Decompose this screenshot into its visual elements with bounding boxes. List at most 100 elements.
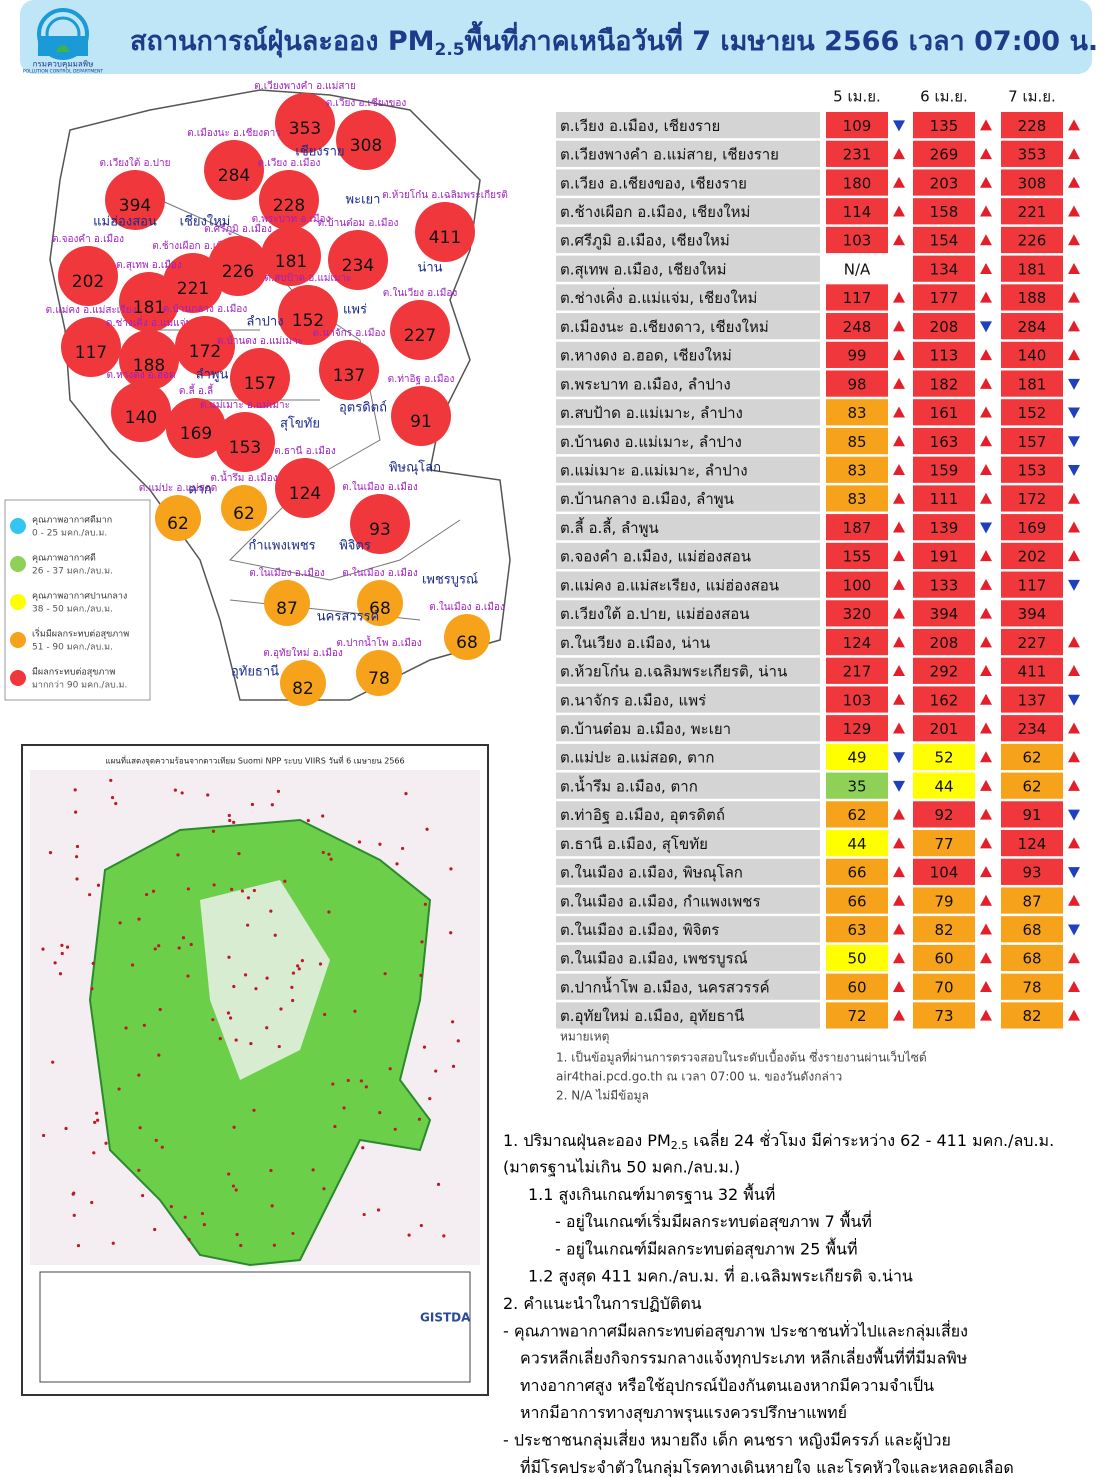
station-name: ต.น้ำรึม อ.เมือง, ตาก [560,775,698,795]
hotspot [151,889,156,893]
hotspot [450,1020,455,1024]
marker-value: 226 [222,262,254,282]
trend-down [893,780,905,792]
province-name: นครสวรรค์ [317,609,379,625]
value-cell [826,743,888,771]
province-name: พิษณุโลก [389,460,441,476]
station-name: ต.เวียงใต้ อ.ปาย, แม่ฮ่องสอน [560,605,750,623]
summary-line: 1.2 สูงสุด 411 มคก./ลบ.ม. ที่ อ.เฉลิมพระ… [528,1265,913,1287]
hotspot [342,1106,346,1110]
hotspot [234,1038,238,1042]
trend-up [980,550,992,562]
pm-marker [391,386,451,446]
value: 83 [847,404,866,422]
trend-down [1068,436,1080,448]
trend-down [893,120,905,132]
trend-down [1068,465,1080,476]
hotspot [323,1012,327,1017]
value: 35 [847,777,866,795]
trend-up [980,894,992,906]
station-cell [556,226,820,254]
station-name: ต.ช้างเผือก อ.เมือง, เชียงใหม่ [560,203,750,221]
value: 153 [1018,462,1047,480]
station-name: ต.ธานี อ.เมือง, สุโขทัย [560,835,708,854]
trend-up [980,262,992,274]
pm-marker [350,494,410,554]
hotspot [228,818,232,823]
hotspot [237,851,241,856]
hotspot [400,846,405,851]
trend-up [893,578,905,590]
hotspot [353,1009,357,1013]
hotspot [240,889,245,893]
station-name: ต.ในเวียง อ.เมือง, น่าน [560,634,710,652]
pm-marker [221,485,267,531]
hotspot [64,1126,68,1131]
hotspot [75,844,80,849]
station-cell [556,427,820,455]
value: 68 [1022,921,1041,939]
marker-label: ต.ในเมือง อ.เมือง [249,567,325,579]
trend-up [980,492,992,504]
trend-up [893,808,905,820]
hotspot [226,1011,231,1015]
station-name: ต.จองคำ อ.เมือง, แม่ฮ่องสอน [560,548,751,566]
hotspot [189,942,193,947]
value-cell [1001,198,1063,225]
marker-value: 62 [167,514,189,534]
note-line: 2. N/A ไม่มีข้อมูล [556,1089,649,1104]
province-name: เพชรบูรณ์ [422,572,478,588]
hotspot [425,827,429,831]
hotspot [419,973,423,977]
trend-up [893,492,905,504]
marker-label: ต.เวียงพางคำ อ.แม่สาย [254,80,356,92]
hotspot [417,1117,422,1121]
hotspot [114,801,118,806]
value: 114 [843,203,872,221]
value: 99 [847,347,866,365]
summary-line: ที่มีโรคประจำตัวในกลุ่มโรคทางเดินหายใจ แ… [520,1456,1014,1477]
trend-up [980,349,992,361]
hotspot [449,867,453,871]
trend-up [893,349,905,361]
pm-marker [278,285,338,345]
trend-up [1068,550,1080,562]
value: 92 [934,806,953,824]
hotspot [269,909,273,913]
org-name-en: POLLUTION CONTROL DEPARTMENT [23,69,104,75]
hotspot [395,862,399,866]
value-cell [826,341,888,368]
hotspot [211,1018,215,1022]
station-cell [556,772,820,799]
marker-value: 228 [273,196,305,216]
value-cell [826,112,888,139]
value-cell [1001,399,1063,426]
value-cell [1001,830,1063,857]
pm-marker [230,348,290,408]
marker-value: 78 [368,669,390,689]
marker-label: ต.จองคำ อ.เมือง [52,233,124,245]
value: 284 [1018,318,1047,336]
hotspot [327,852,331,856]
notes-title: หมายเหตุ [560,1030,609,1045]
value-cell [913,657,975,684]
value-cell [826,485,888,512]
trend-up [980,751,992,763]
hotspot [383,972,387,976]
pm-marker [111,382,171,442]
station-name: ต.บ้านดง อ.แม่เมาะ, ลำปาง [560,433,742,451]
value: 187 [843,519,872,537]
value-cell [1001,456,1063,483]
trend-up [893,320,905,332]
value: 227 [1018,634,1047,652]
note-line: air4thai.pcd.go.th ณ เวลา 07:00 น. ของวั… [556,1070,842,1084]
pm-marker [319,340,379,400]
value-cell [913,112,975,139]
hotspot [249,1041,253,1046]
value-cell [1001,1002,1063,1029]
pm-marker [444,614,490,660]
value: 152 [1018,404,1047,422]
marker-value: 234 [342,256,374,276]
value-cell [1001,801,1063,828]
